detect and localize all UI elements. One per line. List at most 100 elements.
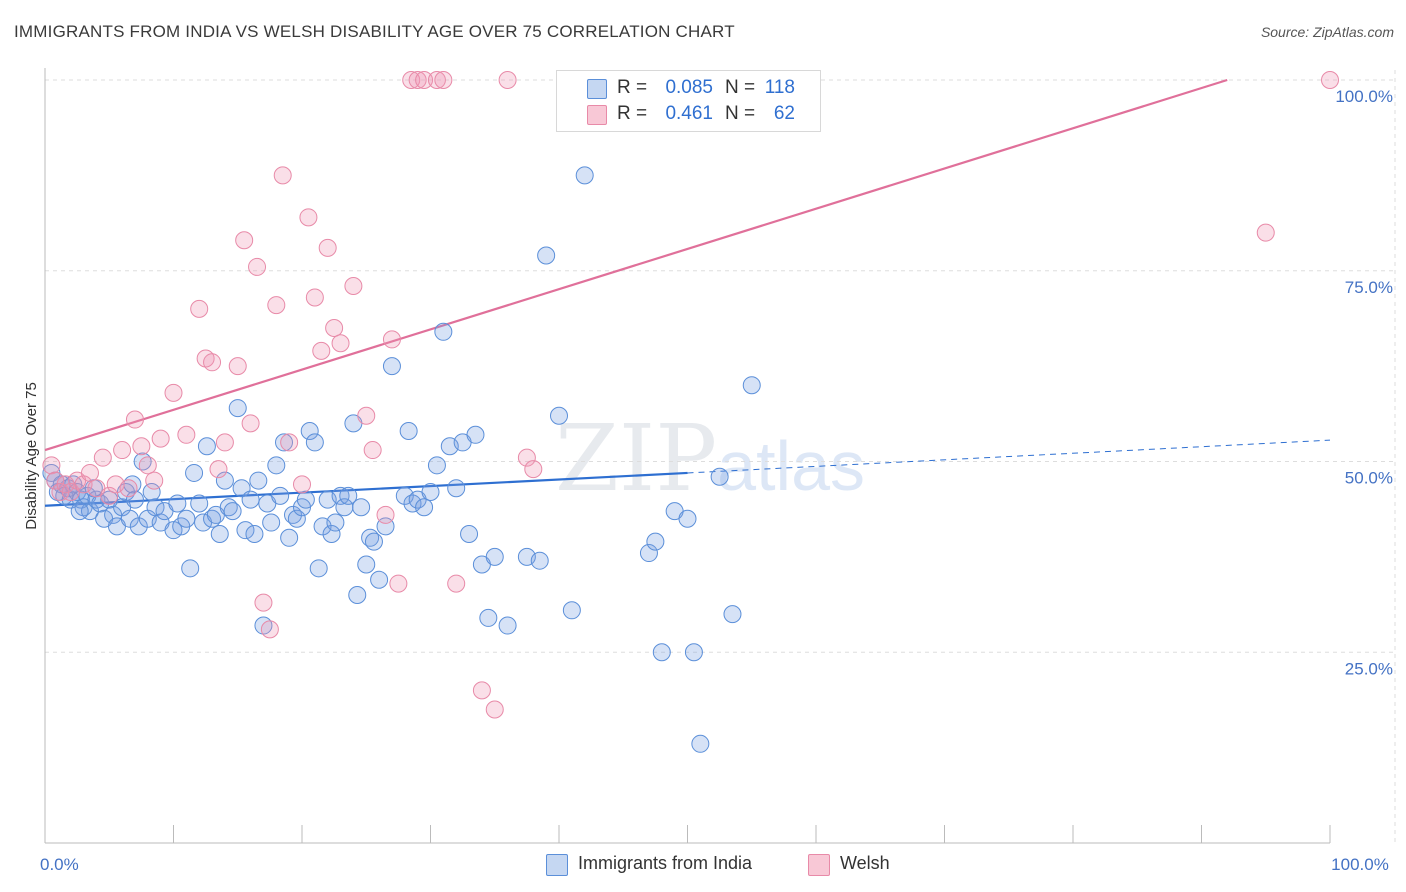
point-welsh xyxy=(325,318,344,337)
trend-line-welsh xyxy=(44,78,1228,452)
legend-label-india: Immigrants from India xyxy=(578,853,753,873)
point-welsh xyxy=(132,437,151,456)
point-india xyxy=(322,524,341,543)
point-india xyxy=(639,544,658,563)
point-india xyxy=(485,547,504,566)
point-india xyxy=(415,498,434,517)
point-welsh xyxy=(177,425,196,444)
point-india xyxy=(177,509,196,528)
point-welsh xyxy=(517,448,536,467)
point-india xyxy=(357,555,376,574)
legend-r-label: R = xyxy=(617,103,648,124)
point-india xyxy=(331,486,350,505)
gridlines xyxy=(45,70,1396,843)
point-welsh xyxy=(389,574,408,593)
point-india xyxy=(530,551,549,570)
point-india xyxy=(421,483,440,502)
point-welsh xyxy=(190,299,209,318)
point-welsh xyxy=(273,166,292,185)
point-welsh xyxy=(100,486,119,505)
point-welsh xyxy=(125,410,144,429)
point-india xyxy=(427,456,446,475)
point-india xyxy=(434,322,453,341)
point-india xyxy=(223,502,242,521)
point-india xyxy=(249,471,268,490)
point-india xyxy=(197,437,216,456)
point-india xyxy=(562,601,581,620)
point-india xyxy=(447,479,466,498)
point-welsh xyxy=(248,257,267,276)
point-india xyxy=(339,486,358,505)
point-india xyxy=(267,456,286,475)
point-welsh xyxy=(382,330,401,349)
watermark: ZIPatlas xyxy=(555,405,865,512)
y-axis-label: Disability Age Over 75 xyxy=(23,382,40,530)
point-welsh xyxy=(363,441,382,460)
x-tick-label: 0.0% xyxy=(40,855,79,874)
y-tick-label: 100.0% xyxy=(1335,87,1393,106)
trend-line-india-extension xyxy=(687,439,1331,474)
point-india xyxy=(382,357,401,376)
point-welsh xyxy=(427,71,446,89)
point-welsh xyxy=(46,471,65,490)
point-welsh xyxy=(305,288,324,307)
axes xyxy=(44,68,1331,844)
point-india xyxy=(370,570,389,589)
point-india xyxy=(300,421,319,440)
point-welsh xyxy=(447,574,466,593)
legend-swatch-welsh xyxy=(808,854,830,876)
data-points xyxy=(42,71,1339,753)
point-india xyxy=(129,517,148,536)
series-legend: Immigrants from India Welsh xyxy=(0,852,1406,878)
point-welsh xyxy=(280,433,299,452)
legend-r-value: 0.461 xyxy=(665,103,713,124)
point-welsh xyxy=(1256,223,1275,242)
point-india xyxy=(190,494,209,513)
point-india xyxy=(309,559,328,578)
point-india xyxy=(348,586,367,605)
point-india xyxy=(280,528,299,547)
point-india xyxy=(399,421,418,440)
point-welsh xyxy=(402,71,421,89)
legend-n-value: 118 xyxy=(764,77,795,98)
point-india xyxy=(326,513,345,532)
point-india xyxy=(181,559,200,578)
point-welsh xyxy=(415,71,434,89)
point-india xyxy=(691,734,710,753)
point-welsh xyxy=(498,71,517,89)
point-india xyxy=(296,490,315,509)
point-welsh xyxy=(42,456,61,475)
legend-n-label: N = xyxy=(725,103,756,124)
x-tick-label: 100.0% xyxy=(1331,855,1389,874)
point-welsh xyxy=(80,463,99,482)
point-welsh xyxy=(235,231,254,250)
legend-r-value: 0.085 xyxy=(665,77,713,98)
point-india xyxy=(305,433,324,452)
point-welsh xyxy=(203,353,222,372)
point-india xyxy=(120,509,139,528)
point-welsh xyxy=(113,441,132,460)
point-india xyxy=(104,505,123,524)
point-india xyxy=(185,463,204,482)
y-tick-label: 50.0% xyxy=(1345,469,1393,488)
legend-n-label: N = xyxy=(725,77,756,98)
legend-swatch-welsh xyxy=(587,105,607,125)
point-welsh xyxy=(254,593,273,612)
legend-row-india: R = 0.085 N = 118 xyxy=(557,75,820,101)
point-india xyxy=(678,509,697,528)
point-india xyxy=(275,433,294,452)
point-welsh xyxy=(357,406,376,425)
point-welsh xyxy=(267,296,286,315)
point-welsh xyxy=(318,238,337,257)
point-welsh xyxy=(138,456,157,475)
point-welsh xyxy=(260,620,279,639)
point-welsh xyxy=(1321,71,1339,89)
point-welsh xyxy=(164,383,183,402)
trend-lines xyxy=(44,78,1331,507)
point-welsh xyxy=(93,448,112,467)
watermark-atlas: atlas xyxy=(717,427,866,505)
point-welsh xyxy=(376,505,395,524)
point-welsh xyxy=(209,460,228,479)
point-welsh xyxy=(228,357,247,376)
correlation-legend: R = 0.085 N = 118 R = 0.461 N = 62 xyxy=(556,70,821,132)
